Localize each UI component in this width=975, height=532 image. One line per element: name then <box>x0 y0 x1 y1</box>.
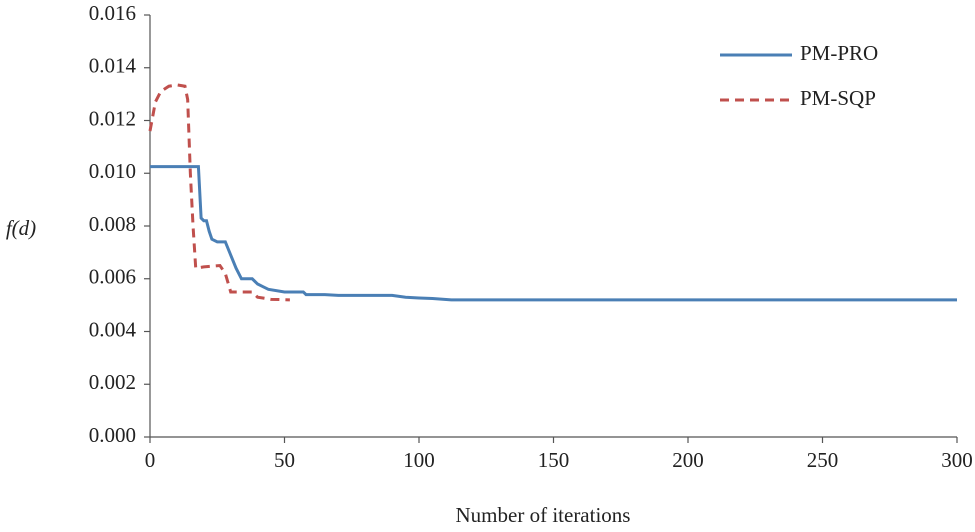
y-tick-label: 0.012 <box>89 106 136 130</box>
x-tick-label: 50 <box>274 448 295 472</box>
data-line <box>148 83 290 302</box>
x-tick-label: 250 <box>807 448 839 472</box>
x-axis-label: Number of iterations <box>456 503 631 527</box>
legend-label: PM-PRO <box>800 41 878 65</box>
y-tick-label: 0.000 <box>89 423 136 447</box>
x-tick-label: 100 <box>403 448 435 472</box>
legend-label: PM-SQP <box>800 86 876 110</box>
y-tick-label: 0.008 <box>89 212 136 236</box>
y-tick-label: 0.006 <box>89 265 136 289</box>
data-line <box>150 165 957 302</box>
y-tick-label: 0.016 <box>89 1 136 25</box>
y-axis-label: f(d) <box>6 216 36 240</box>
y-tick-label: 0.004 <box>89 317 137 341</box>
y-tick-label: 0.010 <box>89 159 136 183</box>
y-tick-label: 0.002 <box>89 370 136 394</box>
x-tick-label: 300 <box>941 448 973 472</box>
x-tick-label: 200 <box>672 448 704 472</box>
x-tick-label: 150 <box>538 448 570 472</box>
x-tick-label: 0 <box>145 448 156 472</box>
y-tick-label: 0.014 <box>89 54 137 78</box>
